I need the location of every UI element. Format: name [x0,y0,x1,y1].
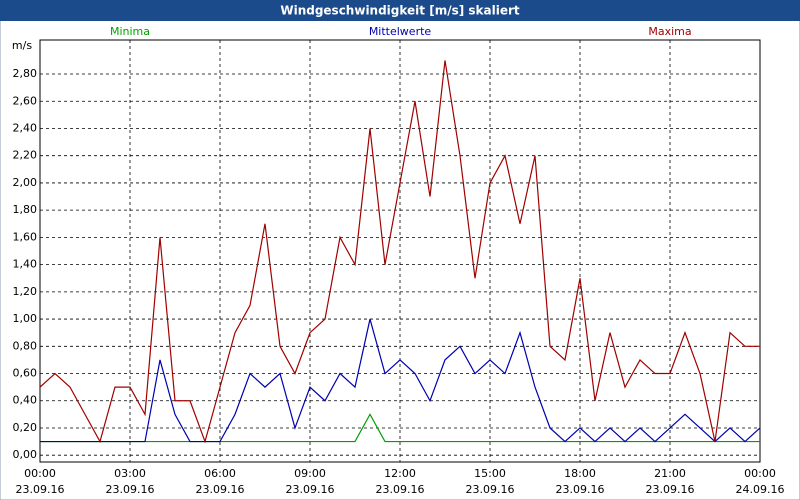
legend-label: Mittelwerte [369,25,432,38]
y-tick-label: 1,80 [13,203,38,216]
y-tick-label: 0,60 [13,367,38,380]
series-line [40,318,761,443]
x-tick-date: 23.09.16 [646,483,695,496]
y-tick-label: 0,20 [13,421,38,434]
x-tick-label: 00:00 [744,467,776,480]
x-tick-label: 09:00 [294,467,326,480]
x-tick-date: 23.09.16 [376,483,425,496]
chart-title: Windgeschwindigkeit [m/s] skaliert [280,4,520,18]
y-axis-label: m/s [12,39,32,52]
x-tick-label: 18:00 [564,467,596,480]
y-tick-label: 0,00 [13,448,38,461]
x-tick-label: 15:00 [474,467,506,480]
x-tick-label: 06:00 [204,467,236,480]
y-tick-label: 1,00 [13,312,38,325]
y-tick-label: 1,40 [13,258,38,271]
y-tick-label: 1,20 [13,285,38,298]
x-tick-date: 23.09.16 [106,483,155,496]
legend-label: Maxima [648,25,691,38]
y-tick-label: 1,60 [13,230,38,243]
y-tick-label: 0,40 [13,394,38,407]
y-tick-label: 2,40 [13,121,38,134]
x-tick-date: 23.09.16 [556,483,605,496]
y-tick-label: 2,20 [13,149,38,162]
x-tick-label: 21:00 [654,467,686,480]
x-tick-label: 03:00 [114,467,146,480]
y-tick-label: 2,60 [13,94,38,107]
title-bar [0,0,800,21]
x-tick-date: 23.09.16 [16,483,65,496]
legend-label: Minima [110,25,150,38]
x-tick-label: 12:00 [384,467,416,480]
x-tick-label: 00:00 [24,467,56,480]
series-line [39,60,760,444]
x-tick-date: 23.09.16 [466,483,515,496]
series-line [40,413,760,443]
x-tick-date: 23.09.16 [196,483,245,496]
x-tick-date: 24.09.16 [736,483,785,496]
y-tick-label: 0,80 [13,339,38,352]
y-tick-label: 2,80 [13,67,38,80]
x-tick-date: 23.09.16 [286,483,335,496]
y-tick-label: 2,00 [13,176,38,189]
